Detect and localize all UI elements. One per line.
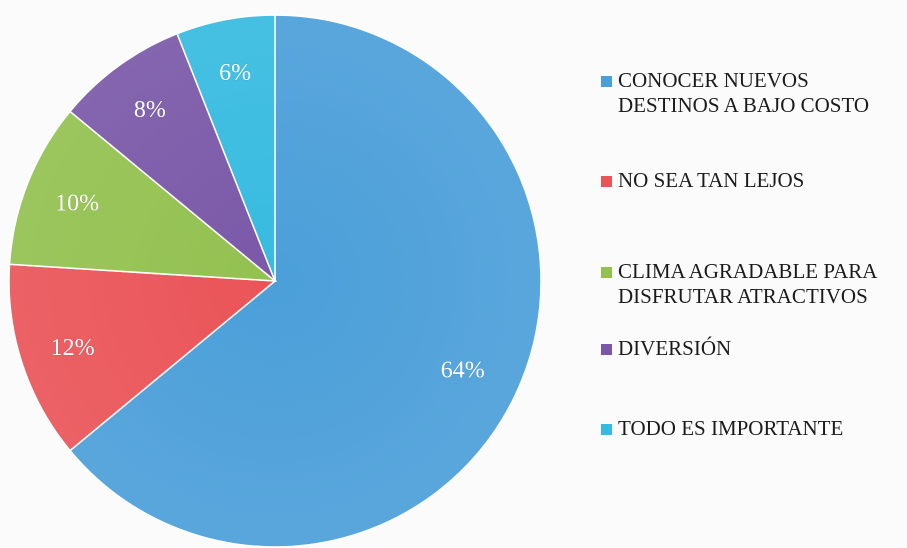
pie-chart: 64% 12% 10% 8% 6% bbox=[8, 14, 542, 548]
legend-item-no-sea-tan-lejos: NO SEA TAN LEJOS bbox=[601, 168, 901, 259]
slice-value-label: 10% bbox=[55, 191, 99, 217]
slice-value-label: 8% bbox=[134, 97, 166, 123]
legend-item-clima-agradable: CLIMA AGRADABLE PARA DISFRUTAR ATRACTIVO… bbox=[601, 259, 901, 336]
legend-label: DIVERSIÓN bbox=[618, 336, 732, 360]
legend-swatch bbox=[601, 176, 612, 187]
legend-swatch bbox=[601, 344, 612, 355]
pie-outline bbox=[8, 14, 542, 548]
legend-label: NO SEA TAN LEJOS bbox=[618, 168, 805, 192]
legend-label: CLIMA AGRADABLE PARA DISFRUTAR ATRACTIVO… bbox=[618, 259, 877, 308]
legend-item-todo-es-importante: TODO ES IMPORTANTE bbox=[601, 416, 901, 441]
slice-value-label: 6% bbox=[219, 60, 251, 86]
legend-swatch bbox=[601, 76, 612, 87]
legend-swatch bbox=[601, 267, 612, 278]
legend-item-diversion: DIVERSIÓN bbox=[601, 336, 901, 416]
legend-item-conocer-nuevos-destinos: CONOCER NUEVOS DESTINOS A BAJO COSTO bbox=[601, 68, 901, 168]
slice-value-label: 64% bbox=[441, 357, 485, 383]
legend-swatch bbox=[601, 424, 612, 435]
slice-value-label: 12% bbox=[51, 335, 95, 361]
legend-label: TODO ES IMPORTANTE bbox=[618, 416, 844, 440]
legend-label: CONOCER NUEVOS DESTINOS A BAJO COSTO bbox=[618, 68, 870, 117]
chart-legend: CONOCER NUEVOS DESTINOS A BAJO COSTO NO … bbox=[601, 68, 901, 441]
